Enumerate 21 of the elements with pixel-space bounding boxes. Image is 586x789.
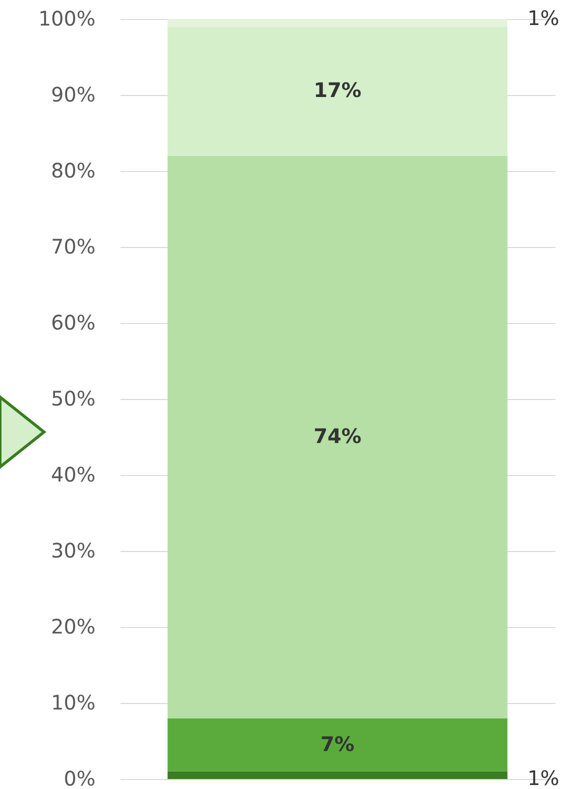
y-tick-label: 0% xyxy=(64,766,96,789)
y-tick-label: 30% xyxy=(51,538,96,562)
text: 17% xyxy=(314,78,362,102)
y-tick-label: 20% xyxy=(51,614,96,638)
text: 7% xyxy=(320,732,354,756)
bar xyxy=(168,718,508,772)
y-tick-label: 60% xyxy=(51,310,96,334)
text: 1% xyxy=(528,766,560,789)
text: 1% xyxy=(528,6,560,30)
bar xyxy=(168,26,508,156)
y-tick-label: 10% xyxy=(51,690,96,714)
bar xyxy=(168,156,508,718)
text: 74% xyxy=(314,424,362,448)
y-tick-label: 70% xyxy=(51,234,96,258)
y-tick-label: 100% xyxy=(38,6,96,30)
y-tick-label: 80% xyxy=(51,158,96,182)
y-tick-label: 40% xyxy=(51,462,96,486)
bar xyxy=(168,19,508,27)
bar xyxy=(168,771,508,779)
y-tick-label: 90% xyxy=(51,82,96,106)
y-tick-label: 50% xyxy=(51,386,96,410)
